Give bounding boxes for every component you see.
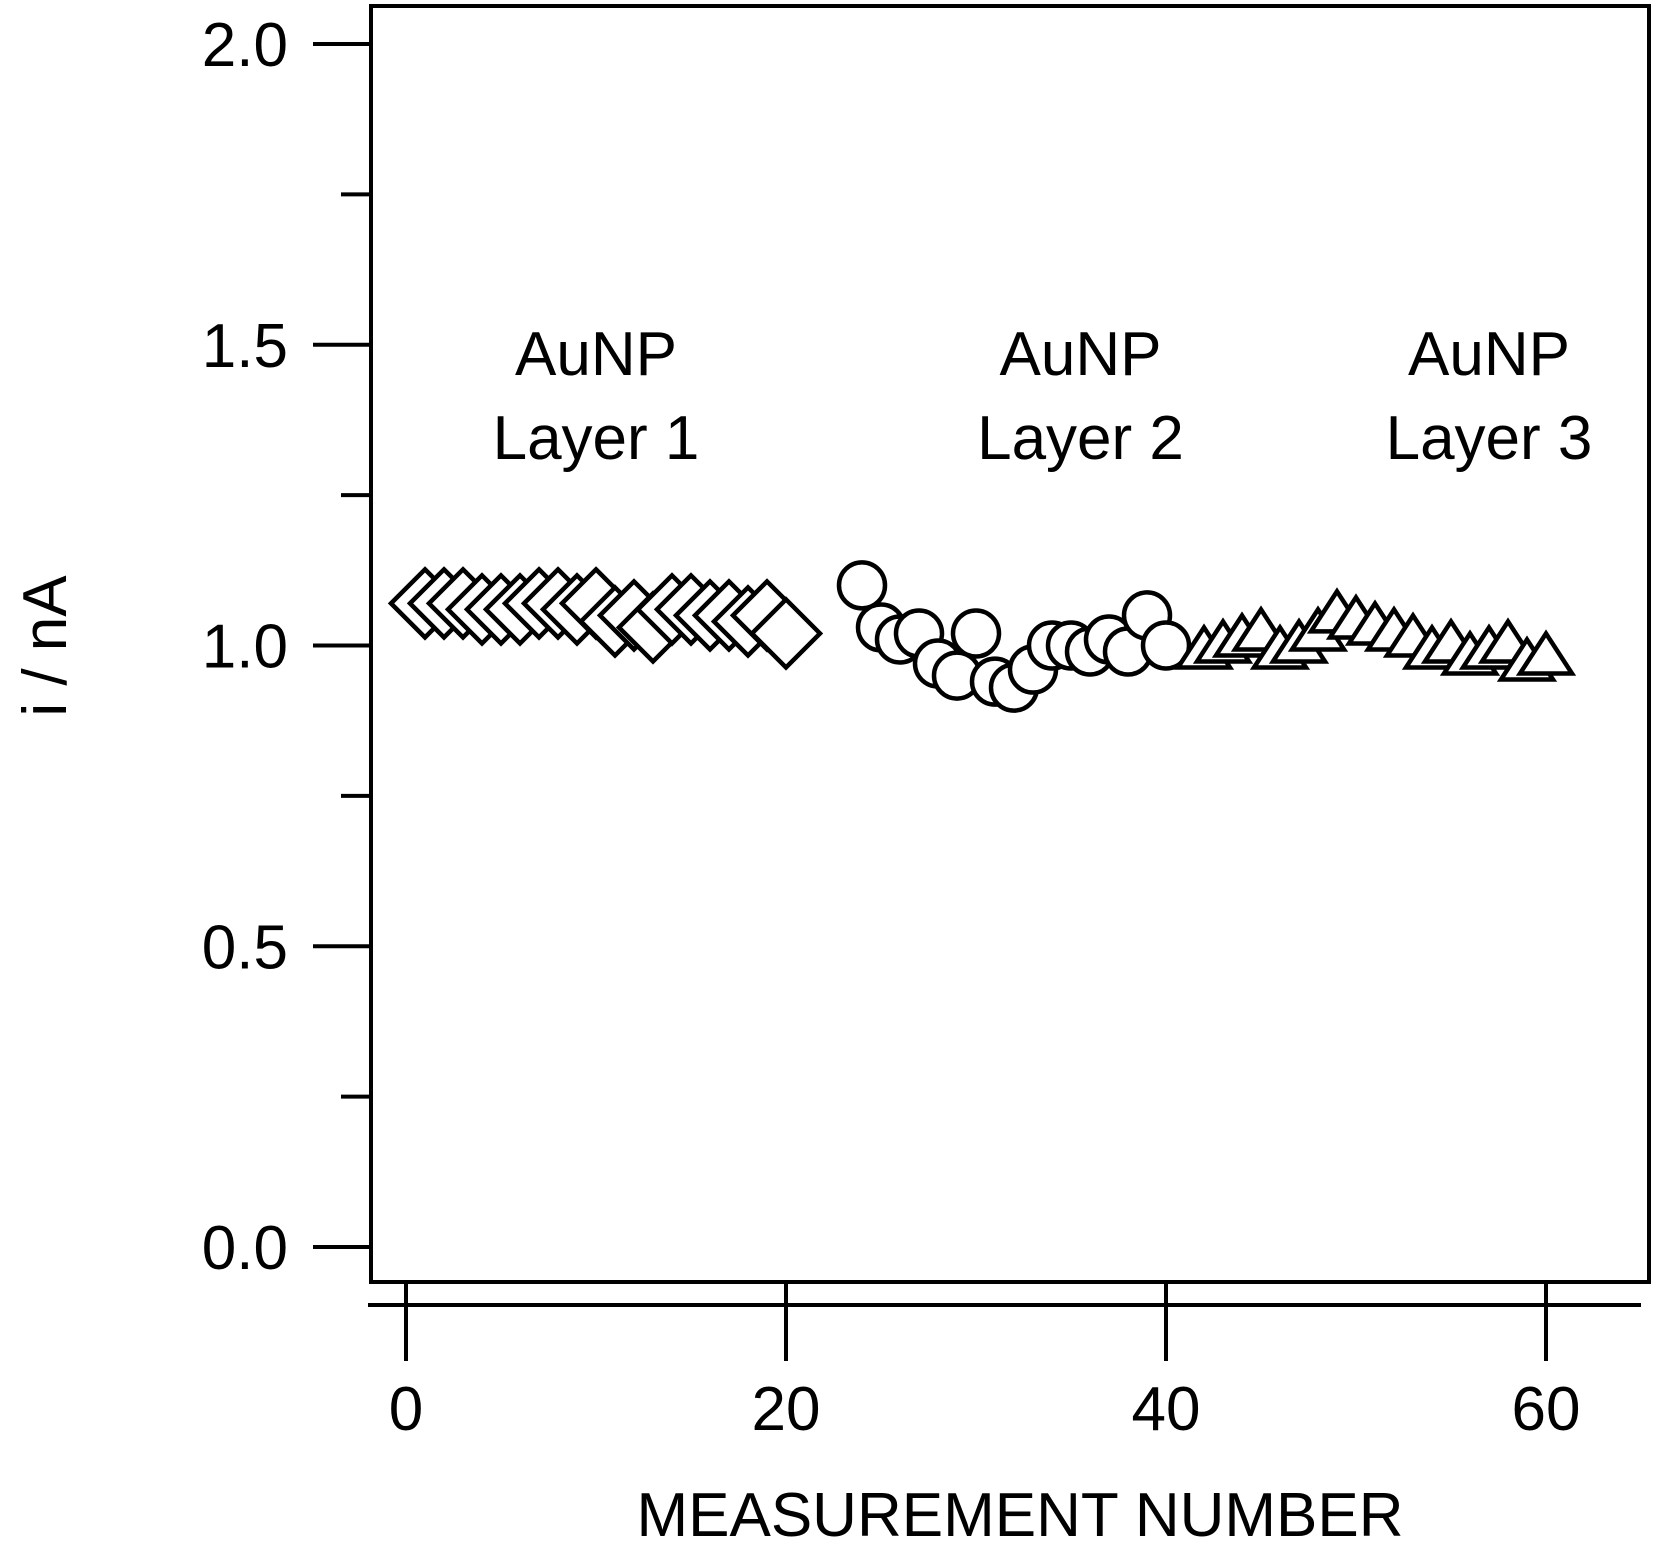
x-axis-ticks: 0 20 40 60 [368,1284,1641,1444]
y-tick-label: 1.0 [202,613,288,682]
circle-marker [950,608,1002,659]
x-axis-title: MEASUREMENT NUMBER [636,1481,1403,1544]
x-tick-label: 60 [1512,1375,1581,1444]
y-tick-label: 0.5 [202,913,288,982]
annotation-line1: AuNP [1408,320,1570,389]
triangle-marker [1515,629,1577,676]
y-tick-label: 1.5 [202,312,288,381]
annotation-line2: Layer 2 [977,404,1184,473]
y-axis-ticks: 0.0 0.5 1.0 1.5 2.0 [202,11,371,1283]
circle-marker [1140,620,1192,671]
x-tick-label: 20 [752,1375,821,1444]
annotations: AuNP Layer 1 AuNP Layer 2 AuNP Layer 3 [493,320,1593,473]
circle-marker [836,560,888,611]
y-axis-title: i / nA [11,575,80,717]
data-markers [387,560,1577,713]
annotation-line2: Layer 1 [493,404,700,473]
y-tick-label: 0.0 [202,1214,288,1283]
x-tick-label: 40 [1132,1375,1201,1444]
x-tick-label: 0 [389,1375,423,1444]
annotation-line1: AuNP [515,320,677,389]
annotation-line1: AuNP [1000,320,1162,389]
y-tick-label: 2.0 [202,11,288,80]
annotation-line2: Layer 3 [1386,404,1593,473]
diamond-marker [748,596,824,671]
